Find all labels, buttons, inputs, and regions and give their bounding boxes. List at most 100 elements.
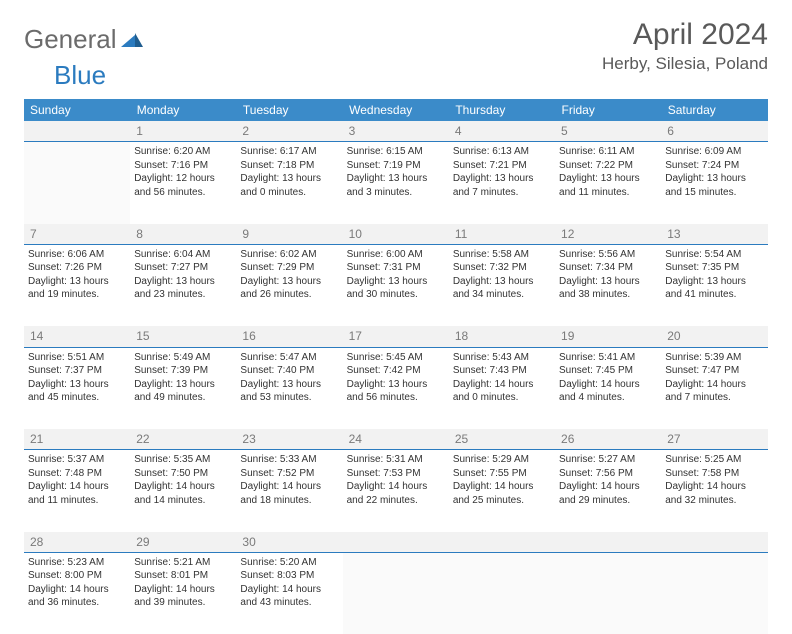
sunrise-line: Sunrise: 5:47 AM [240,351,338,365]
sunset-line: Sunset: 7:42 PM [347,364,445,378]
day-cell: Sunrise: 6:11 AMSunset: 7:22 PMDaylight:… [555,142,661,224]
day-header: Saturday [661,99,767,121]
sunrise-line: Sunrise: 5:25 AM [665,453,763,467]
day-number: 4 [449,121,555,142]
daylight-line: and 22 minutes. [347,494,445,508]
day-number: 20 [661,326,767,347]
sunrise-line: Sunrise: 5:45 AM [347,351,445,365]
day-number: 21 [24,429,130,450]
daylight-line: and 11 minutes. [28,494,126,508]
daylight-line: Daylight: 13 hours [347,378,445,392]
day-number: 25 [449,429,555,450]
content-row: Sunrise: 5:23 AMSunset: 8:00 PMDaylight:… [24,552,768,634]
sunrise-line: Sunrise: 6:20 AM [134,145,232,159]
daylight-line: and 19 minutes. [28,288,126,302]
sunset-line: Sunset: 7:21 PM [453,159,551,173]
day-number [449,532,555,553]
daylight-line: Daylight: 13 hours [453,172,551,186]
sunrise-line: Sunrise: 5:37 AM [28,453,126,467]
day-number: 3 [343,121,449,142]
day-header-row: Sunday Monday Tuesday Wednesday Thursday… [24,99,768,121]
sunset-line: Sunset: 7:32 PM [453,261,551,275]
daylight-line: and 25 minutes. [453,494,551,508]
day-number: 6 [661,121,767,142]
daylight-line: and 32 minutes. [665,494,763,508]
day-number: 10 [343,224,449,245]
daylight-line: Daylight: 14 hours [559,378,657,392]
sunrise-line: Sunrise: 5:54 AM [665,248,763,262]
day-number: 19 [555,326,661,347]
daylight-line: and 43 minutes. [240,596,338,610]
sunset-line: Sunset: 7:35 PM [665,261,763,275]
day-cell: Sunrise: 5:27 AMSunset: 7:56 PMDaylight:… [555,450,661,532]
day-number: 9 [236,224,342,245]
sunset-line: Sunset: 7:56 PM [559,467,657,481]
daylight-line: and 23 minutes. [134,288,232,302]
day-header: Tuesday [236,99,342,121]
sunset-line: Sunset: 7:24 PM [665,159,763,173]
content-row: Sunrise: 5:37 AMSunset: 7:48 PMDaylight:… [24,450,768,532]
daylight-line: Daylight: 13 hours [347,172,445,186]
logo-mark-icon [121,27,143,52]
daylight-line: Daylight: 13 hours [134,275,232,289]
sunrise-line: Sunrise: 6:11 AM [559,145,657,159]
daylight-line: Daylight: 13 hours [28,275,126,289]
sunset-line: Sunset: 7:47 PM [665,364,763,378]
daylight-line: and 49 minutes. [134,391,232,405]
sunset-line: Sunset: 8:03 PM [240,569,338,583]
day-number: 16 [236,326,342,347]
daylight-line: and 56 minutes. [134,186,232,200]
day-number [24,121,130,142]
sunrise-line: Sunrise: 5:58 AM [453,248,551,262]
day-number [343,532,449,553]
daylight-line: Daylight: 14 hours [347,480,445,494]
sunset-line: Sunset: 7:40 PM [240,364,338,378]
daylight-line: Daylight: 14 hours [665,480,763,494]
sunrise-line: Sunrise: 5:20 AM [240,556,338,570]
logo: General [24,24,85,55]
day-cell [555,552,661,634]
day-header: Sunday [24,99,130,121]
daylight-line: and 7 minutes. [453,186,551,200]
day-number: 28 [24,532,130,553]
sunrise-line: Sunrise: 5:23 AM [28,556,126,570]
sunrise-line: Sunrise: 5:31 AM [347,453,445,467]
sunrise-line: Sunrise: 5:41 AM [559,351,657,365]
sunset-line: Sunset: 8:00 PM [28,569,126,583]
day-number: 2 [236,121,342,142]
daylight-line: Daylight: 14 hours [453,378,551,392]
day-number: 15 [130,326,236,347]
day-header: Monday [130,99,236,121]
day-cell [343,552,449,634]
daylight-line: Daylight: 13 hours [240,172,338,186]
day-number: 7 [24,224,130,245]
day-number: 12 [555,224,661,245]
daylight-line: Daylight: 14 hours [134,480,232,494]
day-number: 30 [236,532,342,553]
content-row: Sunrise: 5:51 AMSunset: 7:37 PMDaylight:… [24,347,768,429]
day-cell [449,552,555,634]
day-number: 11 [449,224,555,245]
day-cell: Sunrise: 5:37 AMSunset: 7:48 PMDaylight:… [24,450,130,532]
day-number: 26 [555,429,661,450]
sunset-line: Sunset: 7:29 PM [240,261,338,275]
daylight-line: Daylight: 13 hours [240,275,338,289]
daylight-line: Daylight: 14 hours [559,480,657,494]
sunset-line: Sunset: 7:58 PM [665,467,763,481]
daylight-line: and 0 minutes. [240,186,338,200]
daylight-line: and 39 minutes. [134,596,232,610]
daylight-line: Daylight: 12 hours [134,172,232,186]
sunset-line: Sunset: 7:55 PM [453,467,551,481]
daylight-line: and 4 minutes. [559,391,657,405]
sunrise-line: Sunrise: 5:51 AM [28,351,126,365]
day-number: 29 [130,532,236,553]
day-cell: Sunrise: 5:47 AMSunset: 7:40 PMDaylight:… [236,347,342,429]
day-cell: Sunrise: 6:04 AMSunset: 7:27 PMDaylight:… [130,244,236,326]
sunset-line: Sunset: 7:52 PM [240,467,338,481]
day-number: 18 [449,326,555,347]
day-number: 1 [130,121,236,142]
day-header: Wednesday [343,99,449,121]
daylight-line: Daylight: 13 hours [28,378,126,392]
sunset-line: Sunset: 7:18 PM [240,159,338,173]
day-cell: Sunrise: 5:41 AMSunset: 7:45 PMDaylight:… [555,347,661,429]
